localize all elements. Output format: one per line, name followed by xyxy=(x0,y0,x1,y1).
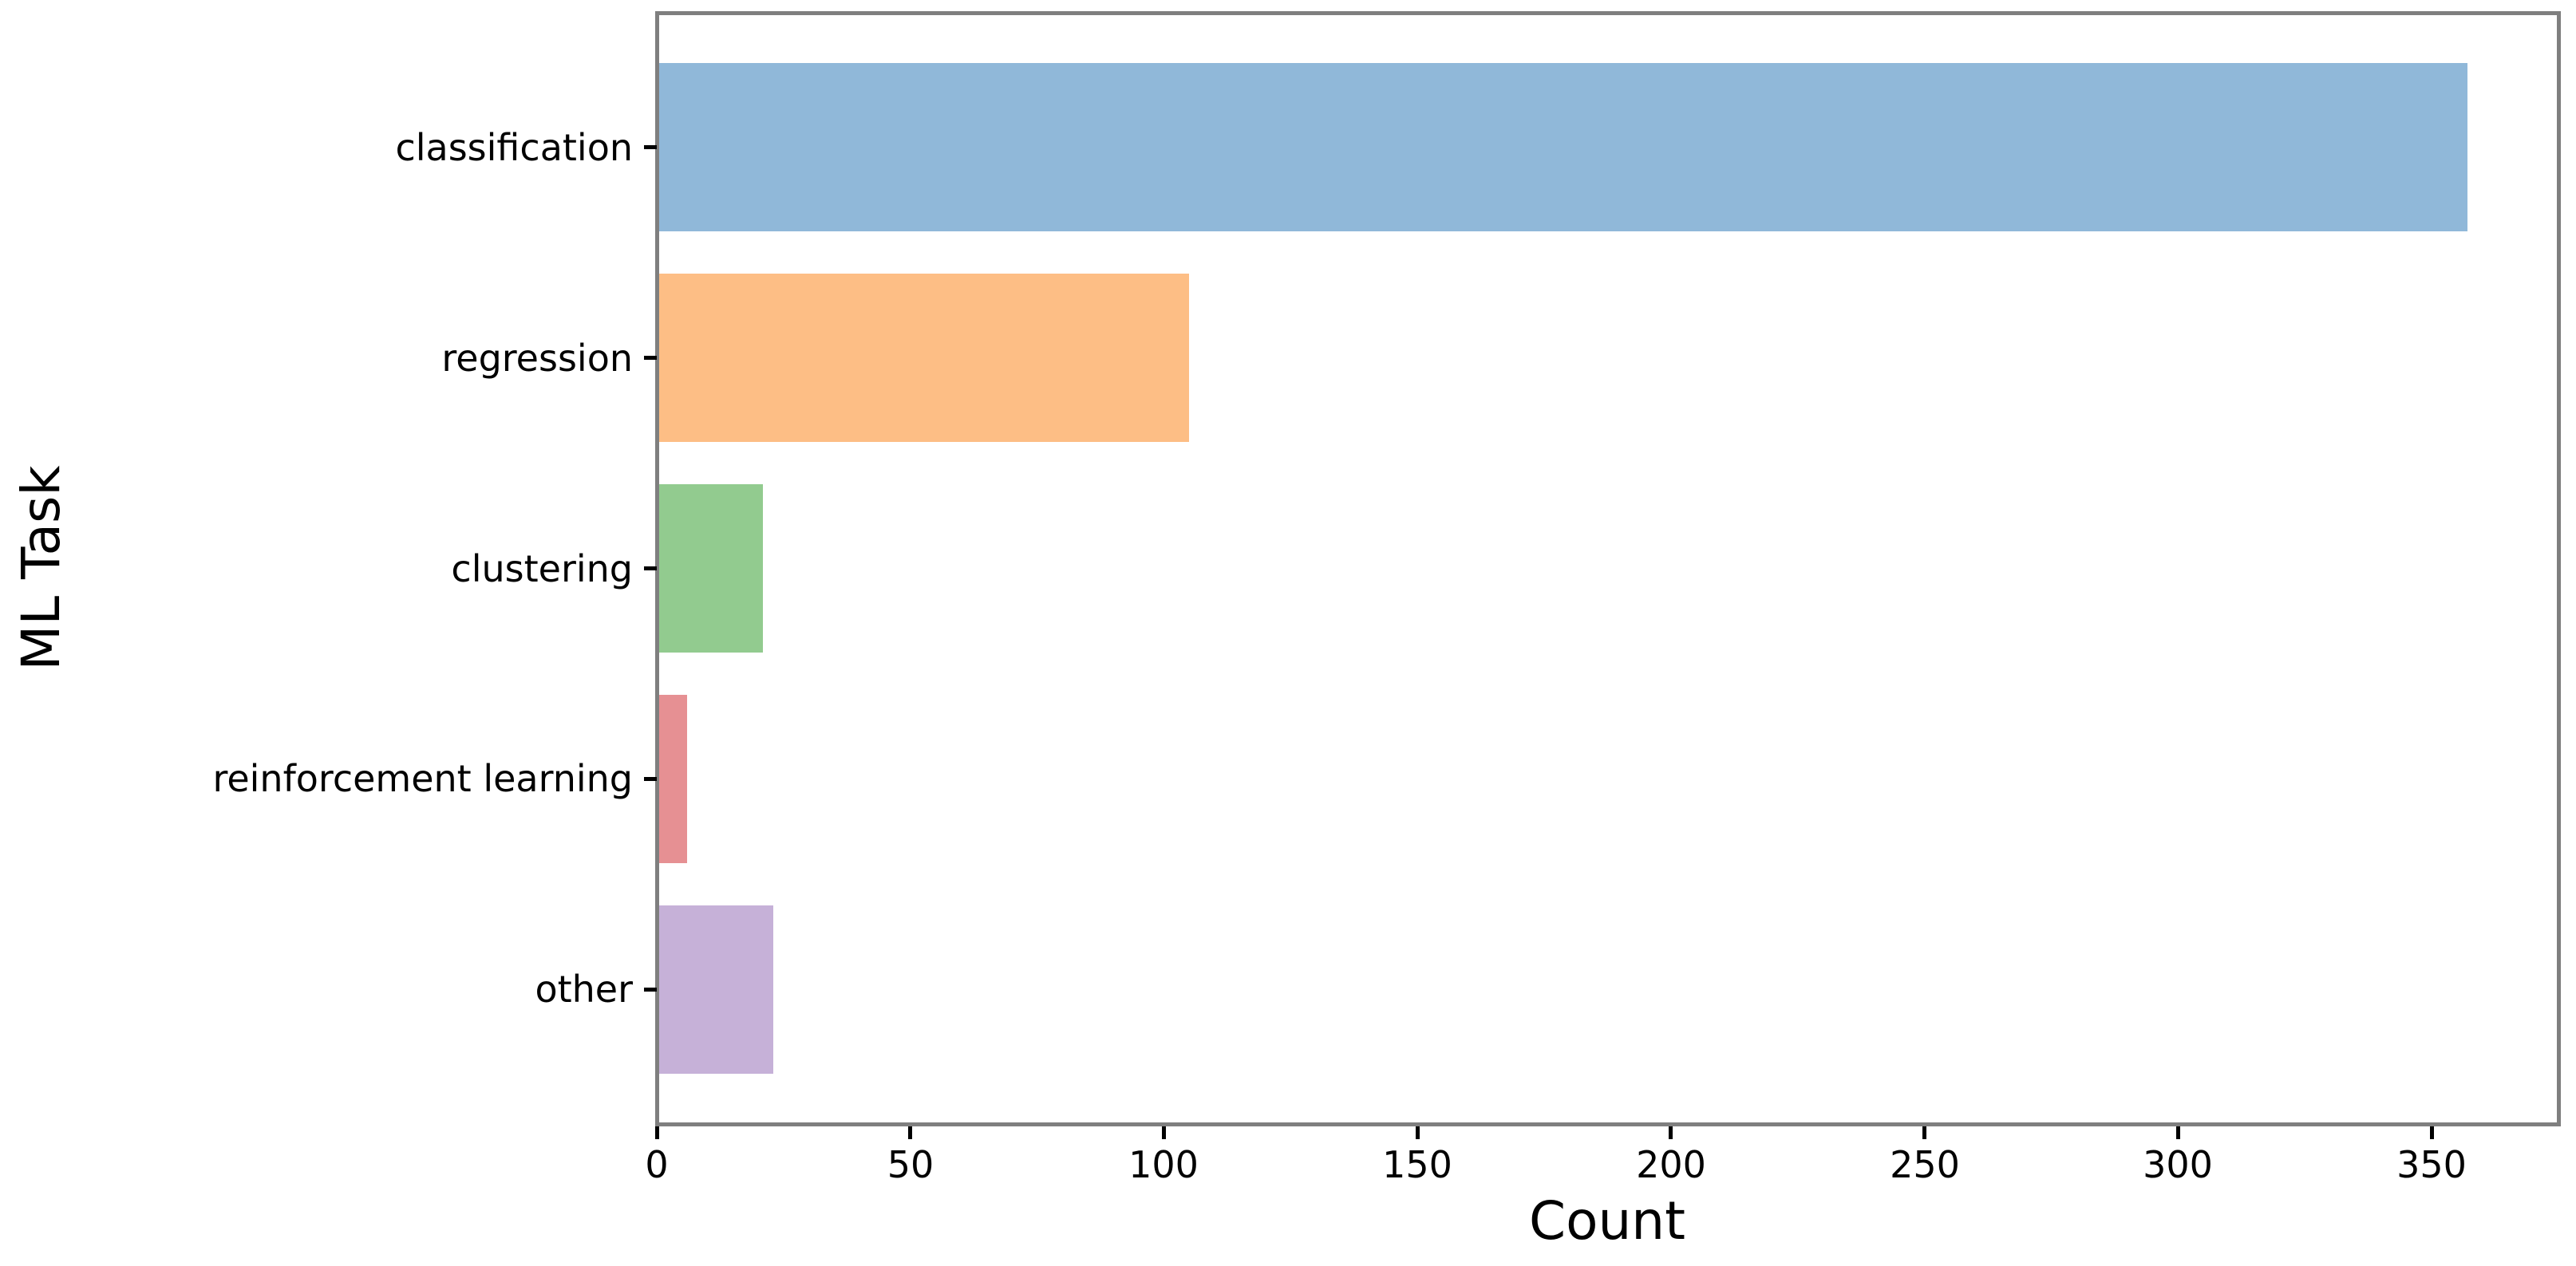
y-tick-mark xyxy=(644,356,657,360)
y-tick-mark xyxy=(644,566,657,570)
y-tick-label: classification xyxy=(395,126,633,169)
bar-classification xyxy=(657,63,2467,231)
x-tick-label: 250 xyxy=(1890,1143,1960,1186)
y-tick-label: other xyxy=(535,968,633,1011)
x-tick-mark xyxy=(1416,1126,1420,1139)
x-tick-mark xyxy=(1922,1126,1926,1139)
y-tick-mark xyxy=(644,988,657,992)
bar-other xyxy=(657,905,773,1074)
x-tick-mark xyxy=(1669,1126,1673,1139)
x-tick-mark xyxy=(2176,1126,2180,1139)
x-axis-label: Count xyxy=(1528,1190,1685,1252)
bar-reinforcement-learning xyxy=(657,695,687,863)
bar-regression xyxy=(657,274,1189,442)
x-tick-label: 200 xyxy=(1636,1143,1706,1186)
x-tick-label: 350 xyxy=(2396,1143,2467,1186)
y-tick-label: regression xyxy=(441,337,633,380)
y-tick-mark xyxy=(644,145,657,149)
y-tick-label: reinforcement learning xyxy=(212,757,633,800)
x-tick-mark xyxy=(908,1126,912,1139)
y-tick-label: clustering xyxy=(451,547,633,590)
y-tick-mark xyxy=(644,777,657,781)
bar-clustering xyxy=(657,484,763,653)
x-tick-mark xyxy=(1162,1126,1166,1139)
x-tick-mark xyxy=(655,1126,659,1139)
x-tick-mark xyxy=(2430,1126,2434,1139)
x-tick-label: 150 xyxy=(1382,1143,1452,1186)
x-tick-label: 100 xyxy=(1128,1143,1199,1186)
x-tick-label: 50 xyxy=(887,1143,934,1186)
x-tick-label: 300 xyxy=(2143,1143,2213,1186)
x-tick-label: 0 xyxy=(645,1143,669,1186)
